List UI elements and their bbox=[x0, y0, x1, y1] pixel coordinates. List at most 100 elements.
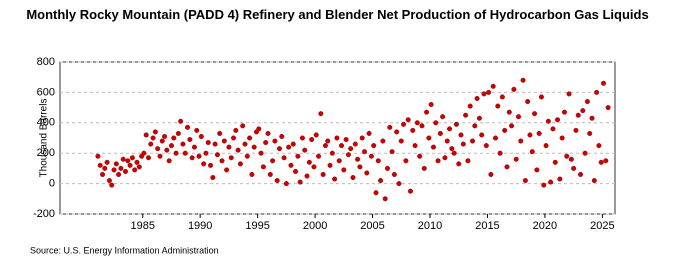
data-point bbox=[355, 156, 361, 162]
data-point bbox=[198, 133, 204, 139]
data-point bbox=[511, 86, 517, 92]
data-point bbox=[339, 143, 345, 149]
data-point bbox=[136, 164, 142, 170]
x-tick-label: 2010 bbox=[418, 220, 442, 232]
x-tick-label: 2020 bbox=[533, 220, 557, 232]
data-point bbox=[164, 147, 170, 153]
x-tick-label: 2000 bbox=[303, 220, 327, 232]
data-point bbox=[132, 167, 138, 173]
data-point bbox=[332, 176, 338, 182]
data-point bbox=[470, 138, 476, 144]
data-point bbox=[320, 171, 326, 177]
data-point bbox=[545, 118, 551, 124]
data-point bbox=[316, 153, 322, 159]
data-point bbox=[373, 190, 379, 196]
data-point bbox=[490, 83, 496, 89]
data-point bbox=[451, 150, 457, 156]
data-point bbox=[594, 89, 600, 95]
x-tick-label: 2025 bbox=[590, 220, 614, 232]
data-point bbox=[575, 112, 581, 118]
data-point bbox=[182, 150, 188, 156]
data-point bbox=[359, 135, 365, 141]
data-point bbox=[251, 144, 257, 150]
data-point bbox=[237, 161, 243, 167]
data-point bbox=[106, 178, 112, 184]
data-point bbox=[401, 121, 407, 127]
data-point bbox=[573, 127, 579, 133]
data-point bbox=[566, 91, 572, 97]
data-point bbox=[529, 149, 535, 155]
data-point bbox=[364, 170, 370, 176]
data-point bbox=[458, 132, 464, 138]
data-point bbox=[481, 91, 487, 97]
data-point bbox=[189, 155, 195, 161]
data-point bbox=[327, 162, 333, 168]
data-point bbox=[483, 143, 489, 149]
data-point bbox=[104, 159, 110, 165]
data-point bbox=[171, 135, 177, 141]
data-point bbox=[591, 178, 597, 184]
data-point bbox=[203, 150, 209, 156]
data-point bbox=[472, 123, 478, 129]
x-tick-label: 1995 bbox=[245, 220, 269, 232]
data-point bbox=[453, 121, 459, 127]
data-point bbox=[387, 124, 393, 130]
data-point bbox=[534, 167, 540, 173]
data-point bbox=[444, 138, 450, 144]
data-point bbox=[162, 133, 168, 139]
data-point bbox=[295, 153, 301, 159]
data-point bbox=[141, 150, 147, 156]
data-point bbox=[543, 143, 549, 149]
data-point bbox=[283, 181, 289, 187]
data-point bbox=[366, 130, 372, 136]
data-point bbox=[502, 127, 508, 133]
data-point bbox=[175, 130, 181, 136]
data-point bbox=[536, 130, 542, 136]
data-point bbox=[214, 152, 220, 158]
data-point bbox=[513, 156, 519, 162]
data-point bbox=[548, 179, 554, 185]
data-point bbox=[412, 143, 418, 149]
data-point bbox=[205, 140, 211, 146]
data-point bbox=[244, 153, 250, 159]
data-point bbox=[525, 99, 531, 105]
data-point bbox=[417, 153, 423, 159]
data-point bbox=[122, 168, 128, 174]
data-point bbox=[256, 126, 262, 132]
data-point bbox=[541, 182, 547, 188]
data-point bbox=[426, 135, 432, 141]
data-point bbox=[437, 130, 443, 136]
data-point bbox=[304, 173, 310, 179]
data-point bbox=[270, 158, 276, 164]
data-point bbox=[336, 158, 342, 164]
data-point bbox=[194, 127, 200, 133]
data-point bbox=[116, 171, 122, 177]
data-point bbox=[559, 135, 565, 141]
data-point bbox=[497, 150, 503, 156]
data-point bbox=[495, 103, 501, 109]
data-point bbox=[506, 109, 512, 115]
data-point bbox=[240, 123, 246, 129]
data-point bbox=[233, 127, 239, 133]
data-point bbox=[102, 165, 108, 171]
data-point bbox=[109, 182, 115, 188]
data-point bbox=[601, 80, 607, 86]
data-point bbox=[334, 135, 340, 141]
data-point bbox=[515, 114, 521, 120]
data-point bbox=[313, 132, 319, 138]
data-point bbox=[348, 146, 354, 152]
data-point bbox=[467, 103, 473, 109]
data-point bbox=[173, 150, 179, 156]
data-point bbox=[435, 158, 441, 164]
data-point bbox=[380, 138, 386, 144]
data-point bbox=[343, 137, 349, 143]
data-point bbox=[527, 132, 533, 138]
y-tick-label: 0 bbox=[49, 178, 55, 190]
data-point bbox=[584, 99, 590, 105]
data-point bbox=[587, 130, 593, 136]
data-point bbox=[157, 153, 163, 159]
data-point bbox=[217, 130, 223, 136]
data-point bbox=[460, 141, 466, 147]
data-point bbox=[272, 138, 278, 144]
